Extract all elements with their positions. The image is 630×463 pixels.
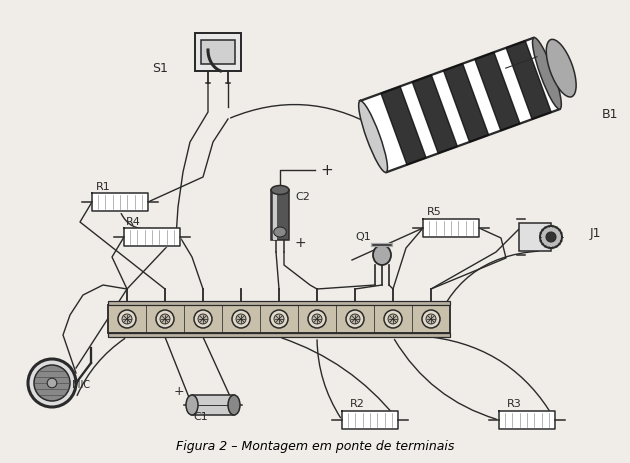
Text: R5: R5 [427, 207, 442, 217]
Circle shape [198, 314, 208, 324]
Text: MIC: MIC [72, 380, 90, 390]
Circle shape [28, 359, 76, 407]
Text: R3: R3 [507, 399, 522, 409]
Polygon shape [412, 75, 457, 153]
Bar [519, 223, 551, 251]
Circle shape [122, 314, 132, 324]
Circle shape [118, 310, 136, 328]
Bar [195, 33, 241, 71]
Text: Q1: Q1 [355, 232, 370, 242]
Bar [273, 190, 277, 240]
Text: R4: R4 [126, 217, 141, 227]
Ellipse shape [271, 186, 289, 194]
Bar [201, 40, 235, 64]
Ellipse shape [228, 395, 240, 415]
Circle shape [232, 310, 250, 328]
Circle shape [546, 232, 556, 242]
Ellipse shape [273, 227, 286, 237]
Bar [108, 301, 450, 305]
Circle shape [270, 310, 288, 328]
Polygon shape [423, 219, 479, 237]
Polygon shape [342, 411, 398, 429]
Bar [192, 395, 234, 415]
Text: C1: C1 [193, 412, 208, 422]
Circle shape [194, 310, 212, 328]
Text: +: + [294, 236, 306, 250]
Text: B1: B1 [602, 108, 619, 121]
Bar [108, 305, 450, 333]
Text: R2: R2 [350, 399, 365, 409]
Circle shape [156, 310, 174, 328]
Polygon shape [381, 87, 426, 165]
Text: Figura 2 – Montagem em ponte de terminais: Figura 2 – Montagem em ponte de terminai… [176, 440, 454, 453]
Text: +: + [320, 163, 333, 178]
Text: S1: S1 [152, 62, 168, 75]
Polygon shape [444, 63, 489, 142]
Ellipse shape [186, 395, 198, 415]
Circle shape [426, 314, 436, 324]
Text: C2: C2 [295, 192, 310, 202]
Ellipse shape [546, 39, 576, 97]
Circle shape [47, 378, 57, 388]
Ellipse shape [532, 38, 561, 109]
Bar [271, 190, 289, 240]
Ellipse shape [373, 245, 391, 265]
Circle shape [34, 365, 70, 401]
Circle shape [388, 314, 398, 324]
Circle shape [274, 314, 284, 324]
Circle shape [346, 310, 364, 328]
Ellipse shape [358, 101, 387, 172]
Circle shape [308, 310, 326, 328]
Polygon shape [360, 38, 560, 172]
Circle shape [236, 314, 246, 324]
Polygon shape [124, 228, 180, 246]
Text: J1: J1 [590, 227, 602, 240]
Text: R1: R1 [96, 182, 111, 192]
Circle shape [160, 314, 170, 324]
Circle shape [350, 314, 360, 324]
Circle shape [422, 310, 440, 328]
Circle shape [384, 310, 402, 328]
Circle shape [312, 314, 322, 324]
Text: +: + [174, 385, 185, 398]
Bar [108, 333, 450, 337]
Ellipse shape [540, 226, 562, 248]
Polygon shape [506, 41, 551, 119]
Polygon shape [475, 52, 520, 131]
Polygon shape [92, 193, 148, 211]
Polygon shape [499, 411, 555, 429]
